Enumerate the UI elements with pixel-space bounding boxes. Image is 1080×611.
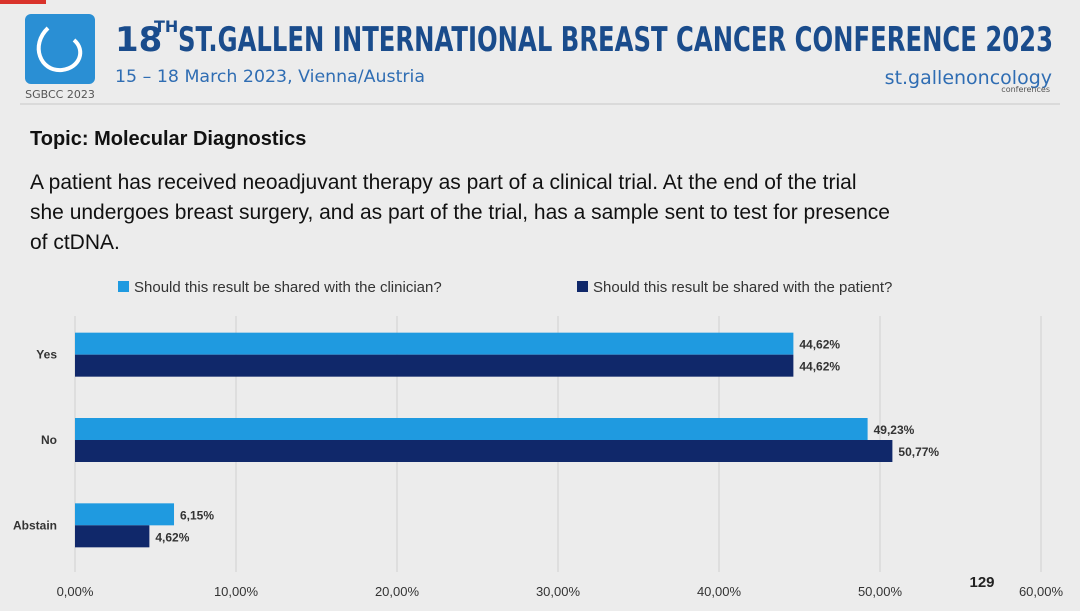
y-tick-label: No xyxy=(41,433,57,447)
logo xyxy=(25,14,95,84)
title: ST.GALLEN INTERNATIONAL BREAST CANCER CO… xyxy=(178,20,1053,60)
value-label: 50,77% xyxy=(898,445,939,459)
legend-swatch xyxy=(118,281,129,292)
value-label: 44,62% xyxy=(799,360,840,374)
x-tick-label: 30,00% xyxy=(536,584,581,599)
bar xyxy=(75,503,175,526)
question: A patient has received neoadjuvant thera… xyxy=(30,171,890,254)
logo-caption: SGBCC 2023 xyxy=(25,88,95,101)
question-line: of ctDNA. xyxy=(30,231,120,254)
value-label: 44,62% xyxy=(799,338,840,352)
value-label: 6,15% xyxy=(180,508,214,522)
corner-mark xyxy=(0,0,46,4)
bar xyxy=(75,418,868,440)
bar xyxy=(75,525,150,548)
chart: Should this result be shared with the cl… xyxy=(13,279,1064,599)
topic: Topic: Molecular Diagnostics xyxy=(30,128,306,150)
question-line: A patient has received neoadjuvant thera… xyxy=(30,171,857,194)
value-label: 4,62% xyxy=(155,530,189,544)
x-tick-label: 10,00% xyxy=(214,584,259,599)
bar xyxy=(75,440,893,462)
y-tick-label: Abstain xyxy=(13,518,57,532)
title-number: 18 xyxy=(115,20,162,60)
bar xyxy=(75,354,794,377)
page-number: 129 xyxy=(969,574,994,591)
title-suffix: TH xyxy=(154,17,178,36)
date-place: 15 – 18 March 2023, Vienna/Austria xyxy=(115,67,425,87)
x-tick-label: 60,00% xyxy=(1019,584,1064,599)
legend-label: Should this result be shared with the cl… xyxy=(134,279,442,296)
legend-swatch xyxy=(577,281,588,292)
x-tick-label: 0,00% xyxy=(57,584,94,599)
x-tick-label: 20,00% xyxy=(375,584,420,599)
question-line: she undergoes breast surgery, and as par… xyxy=(30,201,890,224)
brand: st.gallenoncology xyxy=(885,67,1052,89)
bar xyxy=(75,332,794,355)
brand-sub: conferences xyxy=(1001,85,1050,94)
logo-swirl xyxy=(36,26,83,73)
y-tick-label: Yes xyxy=(36,348,57,362)
x-tick-label: 40,00% xyxy=(697,584,742,599)
value-label: 49,23% xyxy=(874,423,915,437)
legend-label: Should this result be shared with the pa… xyxy=(593,279,892,296)
x-tick-label: 50,00% xyxy=(858,584,903,599)
